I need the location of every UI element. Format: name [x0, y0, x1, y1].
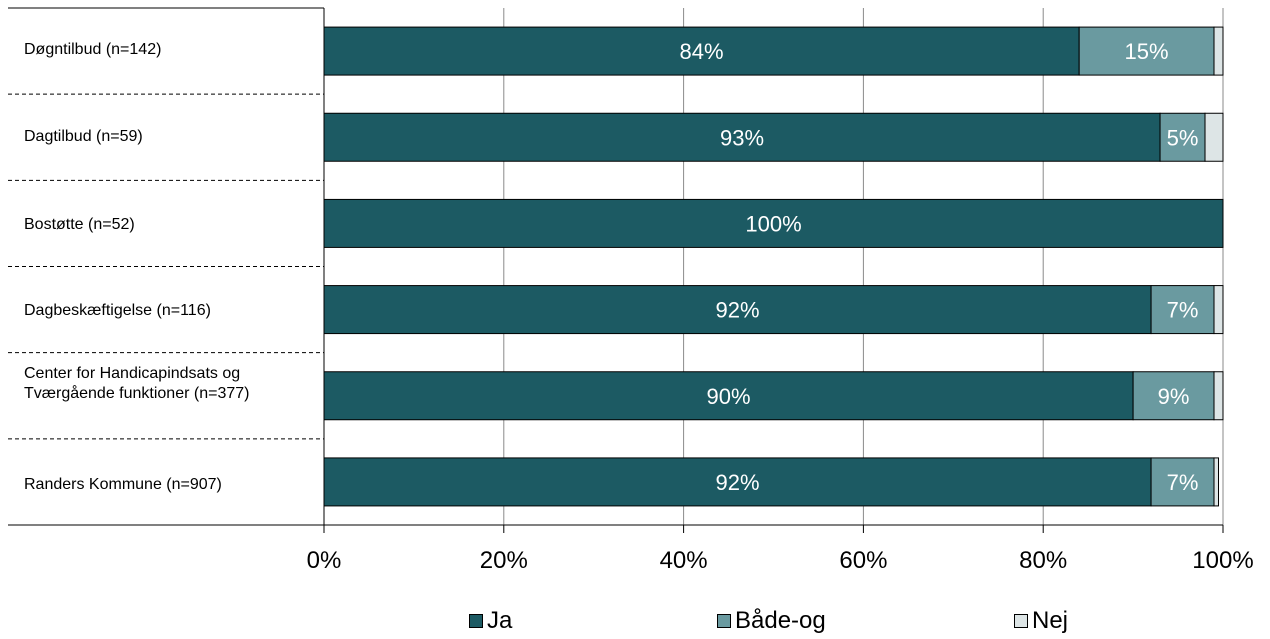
bar-3-2	[1213, 285, 1224, 335]
x-axis: 0% 20% 40% 60% 80% 100%	[307, 8, 1254, 574]
category-label-2: Bostøtte (n=52)	[24, 216, 135, 233]
bar-3-1	[1150, 285, 1215, 335]
category-label-1: Dagtilbud (n=59)	[24, 128, 143, 145]
bar-0-2	[1213, 26, 1224, 76]
category-label-4: Center for Handicapindsats og Tværgående…	[24, 365, 250, 402]
bar-4-2	[1213, 371, 1224, 421]
legend-item-nej: Nej	[1014, 606, 1068, 636]
bars	[323, 26, 1224, 507]
x-tick-label-5: 100%	[1192, 547, 1253, 574]
bar-label-4-1: 9%	[1158, 384, 1190, 409]
legend-label-nej: Nej	[1032, 607, 1069, 634]
bar-1-0	[323, 112, 1161, 162]
gridlines	[323, 8, 1224, 525]
legend-swatch-bade-og	[717, 614, 731, 628]
x-tick-label-1: 20%	[480, 547, 528, 574]
bar-1-2	[1204, 112, 1224, 162]
bar-1-1	[1159, 112, 1206, 162]
bar-5-1	[1150, 457, 1215, 507]
bar-value-labels: 84% 15% 93% 5% 100% 92% 7% 90% 9% 92% 7%	[680, 39, 1199, 495]
bar-4-0	[323, 371, 1134, 421]
bar-label-0-1: 15%	[1125, 39, 1169, 64]
x-tick-label-4: 80%	[1019, 547, 1067, 574]
category-label-3: Dagbeskæftigelse (n=116)	[24, 302, 211, 319]
legend-label-bade-og: Både-og	[735, 607, 826, 634]
bar-label-3-1: 7%	[1167, 298, 1199, 323]
x-tick-label-3: 60%	[839, 547, 887, 574]
x-tick-label-2: 40%	[660, 547, 708, 574]
legend-item-bade-og: Både-og	[717, 606, 826, 636]
bar-5-2	[1213, 457, 1220, 507]
bar-label-1-1: 5%	[1167, 125, 1199, 150]
bar-label-5-0: 92%	[716, 470, 760, 495]
bar-0-1	[1078, 26, 1215, 76]
bar-5-0	[323, 457, 1152, 507]
x-tick-label-0: 0%	[307, 547, 342, 574]
bar-label-2-0: 100%	[745, 211, 801, 236]
bar-label-0-0: 84%	[680, 39, 724, 64]
row-separators	[8, 7, 324, 526]
category-label-5: Randers Kommune (n=907)	[24, 476, 222, 493]
category-label-0: Døgntilbud (n=142)	[24, 41, 162, 58]
legend-label-ja: Ja	[487, 607, 513, 634]
legend-swatch-nej	[1014, 614, 1028, 628]
bar-0-0	[323, 26, 1080, 76]
bar-4-1	[1132, 371, 1215, 421]
bar-label-4-0: 90%	[707, 384, 751, 409]
bar-label-5-1: 7%	[1167, 470, 1199, 495]
bar-label-3-0: 92%	[716, 298, 760, 323]
bar-label-1-0: 93%	[720, 125, 764, 150]
legend-item-ja: Ja	[469, 606, 512, 636]
legend-swatch-ja	[469, 614, 483, 628]
